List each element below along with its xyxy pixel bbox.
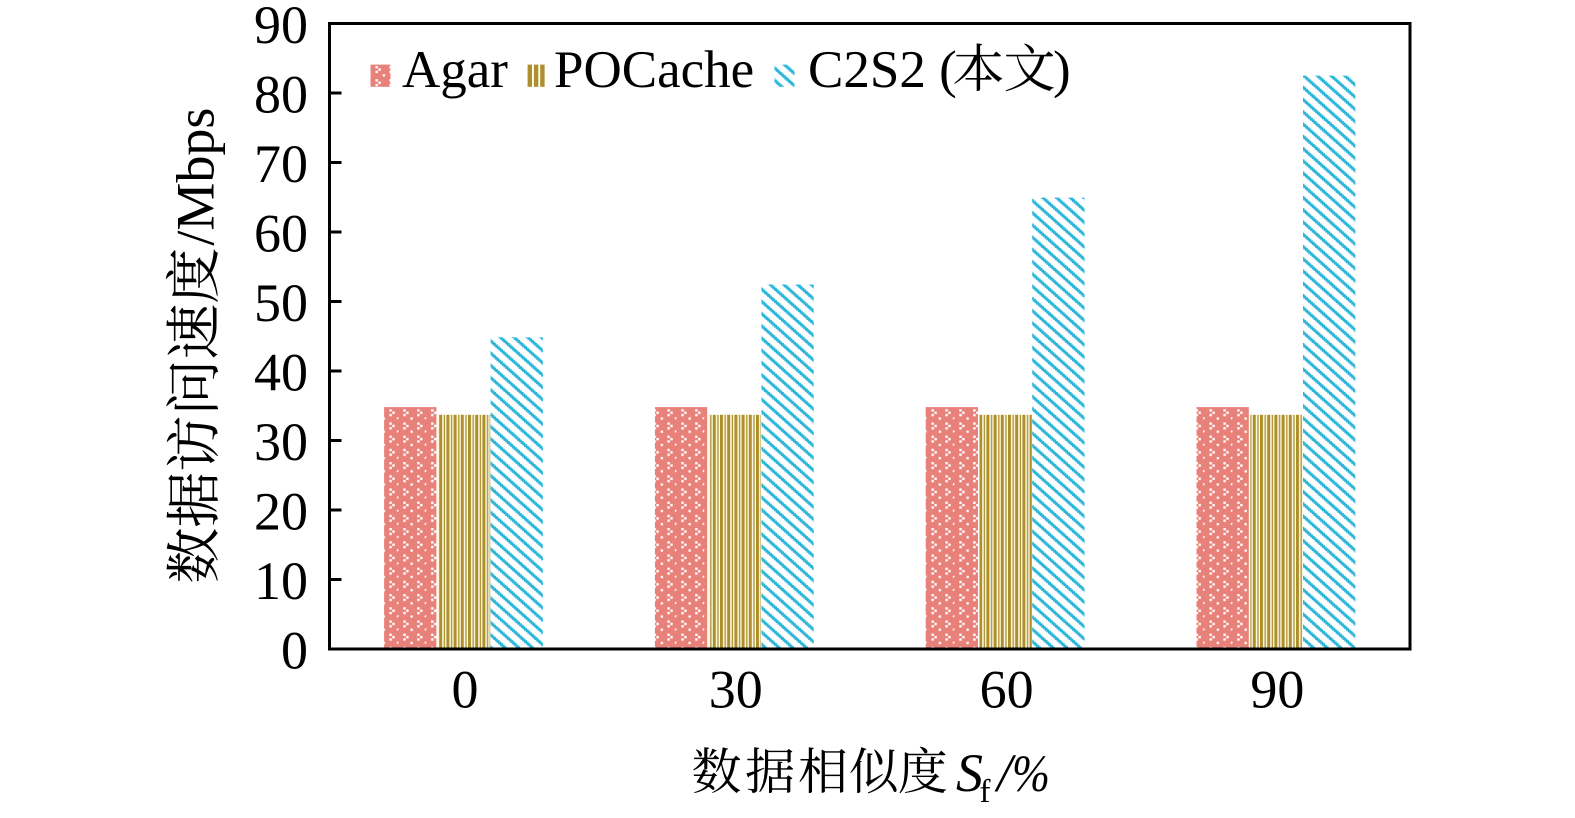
- svg-text:20: 20: [254, 482, 308, 542]
- svg-text:10: 10: [254, 551, 308, 611]
- svg-text:70: 70: [254, 134, 308, 194]
- svg-text:50: 50: [254, 273, 308, 333]
- svg-text:90: 90: [1250, 660, 1304, 720]
- svg-text:80: 80: [254, 65, 308, 125]
- svg-text:0: 0: [452, 660, 479, 720]
- svg-text:f: f: [980, 774, 991, 810]
- svg-text:): ): [1053, 41, 1071, 99]
- svg-text:/: /: [994, 743, 1017, 803]
- svg-text:/Mbps: /Mbps: [166, 108, 226, 246]
- svg-text:0: 0: [281, 621, 308, 681]
- svg-text:%: %: [1012, 746, 1050, 803]
- svg-text:S: S: [956, 743, 983, 803]
- svg-text:POCache: POCache: [554, 41, 754, 99]
- svg-text:Agar: Agar: [402, 41, 508, 99]
- svg-text:60: 60: [254, 204, 308, 264]
- svg-text:60: 60: [980, 660, 1034, 720]
- svg-text:30: 30: [254, 412, 308, 472]
- svg-text:40: 40: [254, 343, 308, 403]
- svg-text:30: 30: [709, 660, 763, 720]
- svg-text:C2S2 (: C2S2 (: [808, 41, 957, 99]
- svg-text:90: 90: [254, 0, 308, 55]
